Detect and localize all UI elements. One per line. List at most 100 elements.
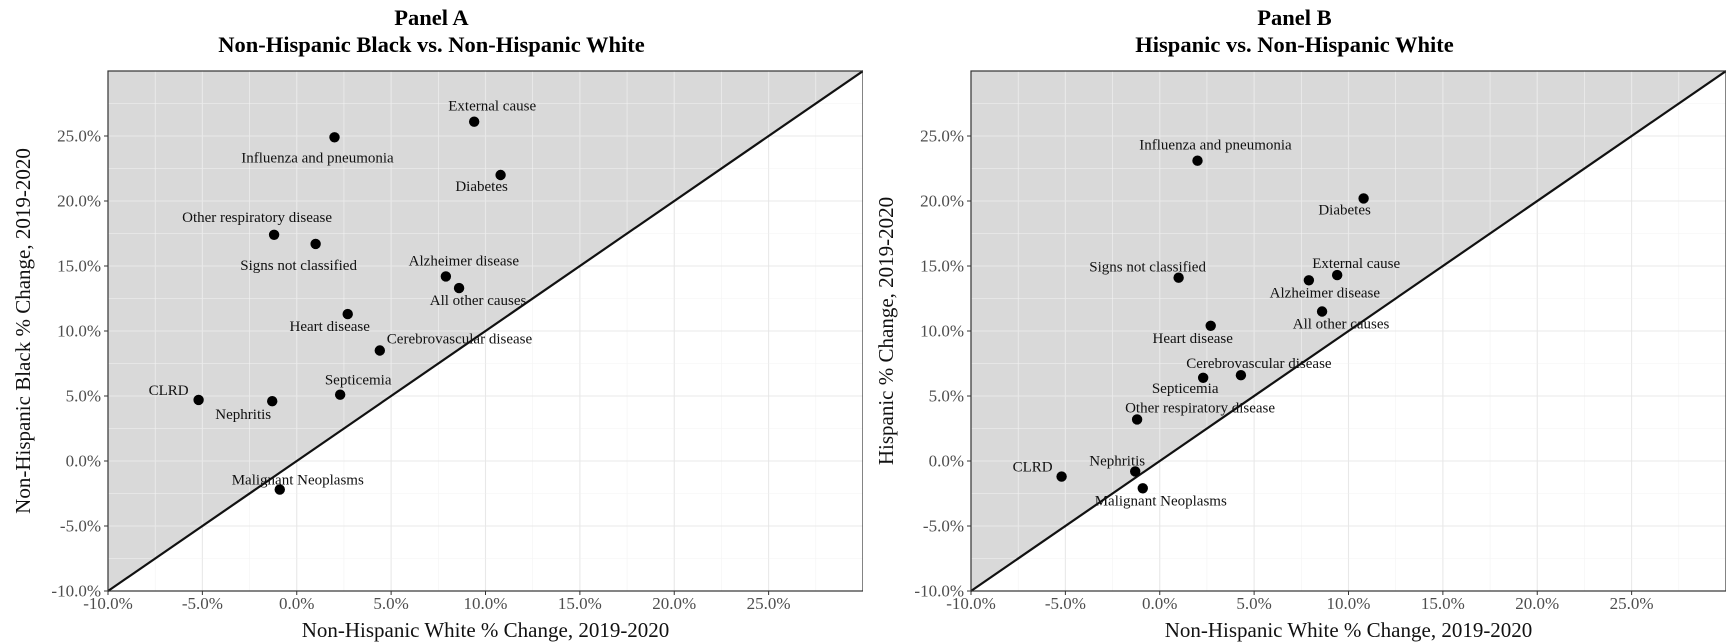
panel-a-x-tick-label: 0.0% (279, 594, 314, 613)
panel-a-reference-line (107, 70, 863, 592)
panel-b-point-external-cause (1331, 269, 1343, 281)
panel-b-x-tick-label: 15.0% (1421, 594, 1465, 613)
panel-b-point-other-respiratory-disease (1131, 414, 1143, 425)
panel-b-point-signs-not-classified (1173, 272, 1184, 283)
panel-a-point-alzheimer-disease (440, 271, 452, 282)
panel-b-point-label-signs-not-classified: Signs not classified (1089, 260, 1206, 276)
panel-a-point-label-diabetes: Diabetes (455, 179, 508, 195)
panel-a-point-label-other-respiratory-disease: Other respiratory disease (182, 210, 332, 226)
panel-a-point-diabetes (495, 169, 506, 181)
panel-b-point-influenza-and-pneumonia (1192, 155, 1203, 166)
panel-a-x-axis-title: Non-Hispanic White % Change, 2019-2020 (302, 618, 670, 642)
panel-a-point-label-influenza-and-pneumonia: Influenza and pneumonia (241, 150, 394, 166)
panel-a-point-malignant-neoplasms (274, 484, 285, 495)
panel-a-title: Panel A (394, 5, 469, 30)
panel-a-subtitle: Non-Hispanic Black vs. Non-Hispanic Whit… (218, 32, 645, 57)
panel-a-point-other-respiratory-disease (268, 229, 280, 240)
panel-a-x-tick-label: 15.0% (558, 594, 602, 613)
panel-a-y-tick-label: 25.0% (57, 127, 101, 146)
panel-a-point-label-septicemia: Septicemia (325, 373, 392, 389)
panel-a-x-tick-label: 10.0% (464, 594, 508, 613)
panel-a-point-signs-not-classified (310, 238, 321, 250)
panel-a: Panel A Non-Hispanic Black vs. Non-Hispa… (0, 4, 863, 642)
panel-a-x-tick-label: -5.0% (182, 594, 223, 613)
panel-a-y-tick-label: -10.0% (51, 582, 101, 601)
panel-b-x-tick-label: -10.0% (946, 594, 996, 613)
panel-a-point-cerebrovascular-disease (374, 345, 385, 356)
panel-b-point-clrd (1056, 471, 1067, 482)
panel-b-title: Panel B (1257, 5, 1332, 30)
panel-b-point-label-all-other-causes: All other causes (1293, 317, 1390, 333)
panel-a-point-septicemia (334, 389, 346, 400)
panel-a-y-tick-label: 0.0% (66, 452, 101, 471)
panel-b-reference-line (970, 70, 1726, 592)
panel-b-subtitle: Hispanic vs. Non-Hispanic White (1135, 32, 1454, 57)
panel-b-y-tick-label: 5.0% (929, 387, 964, 406)
panel-a-point-label-malignant-neoplasms: Malignant Neoplasms (232, 473, 364, 489)
panel-a-point-label-all-other-causes: All other causes (430, 293, 527, 309)
panel-a-point-clrd (193, 394, 204, 406)
panel-a-scatter-plot: -10.0% -5.0% 0.0% 5.0% 10.0% 15.0% 20.0% 25.0% -… (11, 70, 863, 642)
panel-a-x-tick-label: 25.0% (747, 594, 791, 613)
panel-b-point-label-cerebrovascular-disease: Cerebrovascular disease (1186, 356, 1332, 372)
panel-b-point-label-malignant-neoplasms: Malignant Neoplasms (1095, 493, 1227, 509)
panel-a-point-all-other-causes (453, 282, 465, 294)
panel-a-point-external-cause (468, 116, 480, 127)
panel-b-x-tick-label: 20.0% (1515, 594, 1559, 613)
panel-b-y-tick-label: 25.0% (920, 127, 964, 146)
panel-a-x-tick-label: 20.0% (652, 594, 696, 613)
panel-b-point-label-other-respiratory-disease: Other respiratory disease (1125, 400, 1275, 416)
panel-b-scatter-plot: -10.0% -5.0% 0.0% 5.0% 10.0% 15.0% 20.0% 25.0% -… (874, 70, 1726, 642)
panel-b-x-tick-label: -5.0% (1045, 594, 1086, 613)
panel-a-point-label-nephritis: Nephritis (215, 407, 271, 423)
panel-b-y-axis-title: Hispanic % Change, 2019-2020 (874, 197, 898, 465)
panel-a-y-tick-label: 20.0% (57, 192, 101, 211)
panel-a-y-tick-label: 15.0% (57, 257, 101, 276)
panel-b-point-label-clrd: CLRD (1013, 460, 1053, 476)
panel-a-point-nephritis (267, 396, 278, 407)
panel-a-point-label-external-cause: External cause (448, 99, 536, 115)
panel-b-point-alzheimer-disease (1303, 275, 1315, 286)
panel-b-point-malignant-neoplasms (1137, 483, 1148, 494)
panel-b-point-label-alzheimer-disease: Alzheimer disease (1270, 285, 1381, 301)
panel-a-y-tick-label: 5.0% (66, 387, 101, 406)
panel-a-point-label-cerebrovascular-disease: Cerebrovascular disease (387, 332, 533, 348)
panel-a-point-label-signs-not-classified: Signs not classified (240, 258, 357, 274)
panel-b-x-tick-label: 10.0% (1327, 594, 1371, 613)
panel-b-point-label-septicemia: Septicemia (1152, 381, 1219, 397)
panel-a-y-axis-title: Non-Hispanic Black % Change, 2019-2020 (11, 148, 35, 514)
panel-b-title-block: Panel B Hispanic vs. Non-Hispanic White (863, 4, 1726, 58)
panel-b-point-septicemia (1197, 372, 1209, 383)
panel-b-y-tick-label: 0.0% (929, 452, 964, 471)
panel-a-point-influenza-and-pneumonia (329, 132, 340, 143)
panel-b-x-tick-label: 25.0% (1610, 594, 1654, 613)
panel-b: Panel B Hispanic vs. Non-Hispanic White … (863, 0, 1726, 644)
panel-b-point-heart-disease (1205, 320, 1216, 331)
panel-a-x-tick-label: -10.0% (83, 594, 133, 613)
panel-b-point-label-external-cause: External cause (1312, 256, 1400, 272)
panel-b-x-tick-label: 0.0% (1142, 594, 1177, 613)
panel-b-y-tick-label: -10.0% (914, 582, 964, 601)
panel-a-point-label-clrd: CLRD (149, 383, 189, 399)
panel-b-point-all-other-causes (1316, 306, 1328, 317)
panel-b-x-tick-label: 5.0% (1236, 594, 1271, 613)
panel-b-point-diabetes (1358, 193, 1369, 204)
panel-a-point-heart-disease (342, 308, 353, 320)
panel-b-point-label-diabetes: Diabetes (1318, 202, 1371, 218)
panel-a-point-label-alzheimer-disease: Alzheimer disease (409, 253, 520, 269)
panel-a-y-tick-label: -5.0% (60, 517, 101, 536)
panel-b-point-label-influenza-and-pneumonia: Influenza and pneumonia (1139, 138, 1292, 154)
panel-b-x-axis-title: Non-Hispanic White % Change, 2019-2020 (1165, 618, 1533, 642)
panel-a-title-block: Panel A Non-Hispanic Black vs. Non-Hispa… (0, 4, 863, 58)
panel-b-y-tick-label: 10.0% (920, 322, 964, 341)
panel-b-point-cerebrovascular-disease (1235, 370, 1247, 381)
panel-b-y-tick-label: 20.0% (920, 192, 964, 211)
panel-b-point-label-nephritis: Nephritis (1089, 453, 1145, 469)
panel-b-y-tick-label: 15.0% (920, 257, 964, 276)
panel-a-point-label-heart-disease: Heart disease (290, 319, 371, 335)
panel-b-y-tick-label: -5.0% (923, 517, 964, 536)
panel-a-y-tick-label: 10.0% (57, 322, 101, 341)
panel-b-point-label-heart-disease: Heart disease (1153, 331, 1234, 347)
panel-a-x-tick-label: 5.0% (373, 594, 408, 613)
panel-b-point-nephritis (1130, 466, 1141, 477)
